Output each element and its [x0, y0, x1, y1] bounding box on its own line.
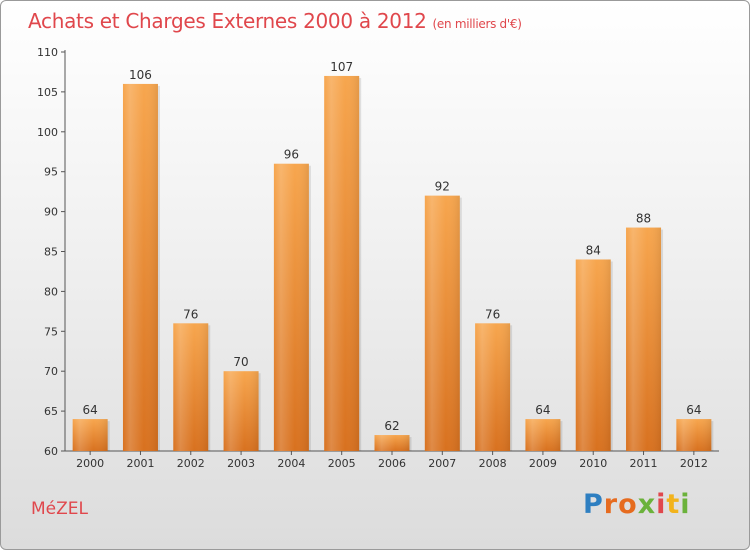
x-tick-label: 2007 — [428, 457, 456, 470]
bar-value-label: 64 — [686, 403, 701, 417]
title-text: Achats et Charges Externes 2000 à 2012 — [28, 9, 427, 33]
bar-shine — [72, 419, 108, 451]
bar-value-label: 107 — [330, 60, 353, 74]
logo-letter: o — [618, 489, 638, 520]
logo-letter: x — [637, 489, 657, 520]
chart-unit: (en milliers d'€) — [432, 17, 522, 31]
bar-shine — [324, 75, 360, 451]
bar-shine — [173, 323, 209, 451]
bars: 64 106 76 70 96 107 62 92 76 64 84 88 64 — [72, 60, 714, 452]
logo-letter: P — [583, 489, 604, 520]
x-tick-label: 2005 — [328, 457, 356, 470]
y-tick-label: 105 — [37, 86, 58, 99]
bar-value-label: 92 — [435, 180, 450, 194]
x-tick-label: 2006 — [378, 457, 406, 470]
bar-shine — [676, 419, 712, 451]
bar-value-label: 62 — [384, 419, 399, 433]
bar-shine — [122, 83, 158, 452]
x-axis: 2000 2001 2002 2003 2004 2005 2006 2007 2008 2009… — [65, 450, 719, 470]
y-tick-label: 90 — [44, 206, 58, 219]
proxiti-logo: Proxiti — [583, 489, 691, 520]
y-tick-label: 80 — [44, 285, 58, 298]
y-tick-label: 75 — [44, 325, 58, 338]
bar-shine — [626, 227, 662, 451]
x-tick-label: 2011 — [630, 457, 658, 470]
chart-title: Achats et Charges Externes 2000 à 2012 (e… — [28, 9, 522, 33]
bar-value-label: 70 — [233, 355, 248, 369]
y-tick-label: 95 — [44, 166, 58, 179]
commune-name: MéZEL — [31, 499, 88, 519]
logo-letter: r — [603, 489, 619, 520]
x-tick-label: 2000 — [76, 457, 104, 470]
bar-value-label: 76 — [485, 307, 500, 321]
logo-letter: i — [680, 489, 691, 520]
bar-shine — [525, 419, 561, 451]
y-tick-label: 70 — [44, 365, 58, 378]
y-tick-label: 110 — [37, 46, 58, 59]
bar-shine — [374, 435, 410, 451]
logo-letter: i — [656, 489, 667, 520]
bar-value-label: 106 — [129, 68, 152, 82]
bar-value-label: 96 — [284, 148, 299, 162]
x-tick-label: 2004 — [277, 457, 305, 470]
bar-shine — [424, 195, 460, 451]
x-tick-label: 2002 — [177, 457, 205, 470]
bar-value-label: 76 — [183, 307, 198, 321]
y-tick-label: 100 — [37, 126, 58, 139]
y-axis: 60 65 70 75 80 85 90 95 100 105 110 — [37, 46, 66, 458]
x-tick-label: 2009 — [529, 457, 557, 470]
bar-value-label: 64 — [535, 403, 550, 417]
bar-value-label: 88 — [636, 212, 651, 226]
bar-value-label: 84 — [586, 243, 601, 257]
x-tick-label: 2012 — [680, 457, 708, 470]
y-tick-label: 85 — [44, 246, 58, 259]
x-tick-label: 2010 — [579, 457, 607, 470]
logo-letter: t — [666, 489, 681, 520]
bar-shine — [273, 163, 309, 451]
bar-shine — [475, 323, 511, 451]
bar-shine — [575, 259, 611, 451]
y-tick-label: 65 — [44, 405, 58, 418]
y-tick-label: 60 — [44, 445, 58, 458]
bar-value-label: 64 — [83, 403, 98, 417]
x-tick-label: 2003 — [227, 457, 255, 470]
x-tick-label: 2001 — [126, 457, 154, 470]
bar-shine — [223, 371, 259, 451]
x-tick-label: 2008 — [479, 457, 507, 470]
